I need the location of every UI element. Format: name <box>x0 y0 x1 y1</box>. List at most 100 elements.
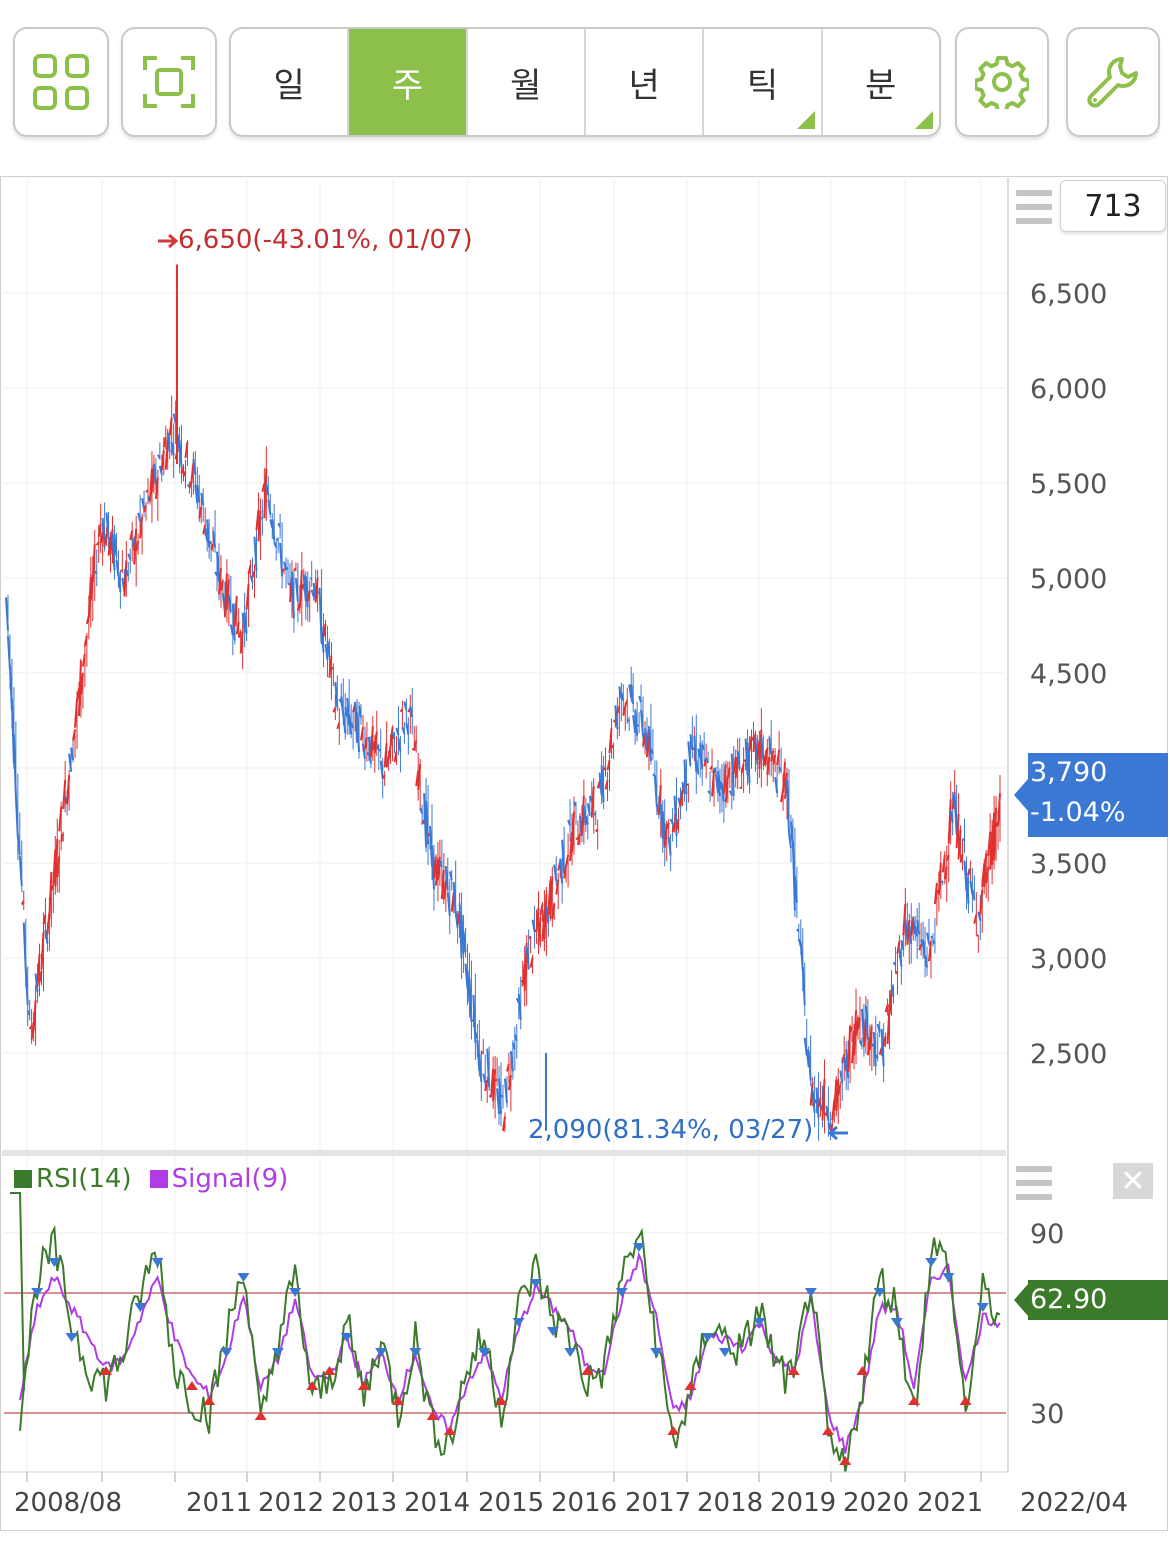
rsi-current-value: 62.90 <box>1030 1284 1108 1315</box>
sell-signal-marker <box>134 1303 147 1312</box>
high-annotation: 6,650(-43.01%, 01/07) <box>158 225 473 255</box>
period-week-tab[interactable]: 주 <box>349 29 468 135</box>
buy-signal-marker <box>787 1366 800 1375</box>
panel-divider[interactable] <box>2 1150 1006 1156</box>
buy-signal-marker <box>254 1411 267 1420</box>
rsi-line <box>19 1224 1001 1472</box>
low-label: 2,090(81.34%, 03/27) <box>528 1115 813 1145</box>
period-year-tab[interactable]: 년 <box>586 29 705 135</box>
period-day-tab[interactable]: 일 <box>231 29 350 135</box>
candle-count-box[interactable]: 713 <box>1060 180 1166 232</box>
y-tick-label: 4,500 <box>1030 659 1107 690</box>
y-tick-label: 3,500 <box>1030 849 1107 880</box>
sell-signal-marker <box>409 1348 422 1357</box>
rsi-legend-label: RSI(14) <box>36 1164 132 1194</box>
wrench-icon <box>1087 57 1138 108</box>
buy-signal-marker <box>908 1396 921 1405</box>
chart-area[interactable] <box>0 176 1168 1531</box>
rsi-panel-menu-icon[interactable] <box>1016 1166 1052 1208</box>
sell-signal-marker <box>650 1348 663 1357</box>
buy-signal-marker <box>684 1381 697 1390</box>
sell-signal-marker <box>478 1348 491 1357</box>
sell-signal-marker <box>48 1258 61 1267</box>
close-rsi-panel-button[interactable]: ✕ <box>1113 1163 1153 1199</box>
price-panel-menu-icon[interactable] <box>1016 190 1052 232</box>
x-tick-label: 2013 <box>331 1488 397 1518</box>
sell-signal-marker <box>271 1348 284 1357</box>
x-tick-label: 2008/08 <box>14 1488 122 1518</box>
buy-signal-marker <box>856 1366 869 1375</box>
period-minute-label: 분 <box>865 65 897 106</box>
x-tick-label: 2020 <box>843 1488 909 1518</box>
sell-signal-marker <box>564 1348 577 1357</box>
period-selector: 일 주 월 년 틱 분 <box>229 27 941 137</box>
sell-signal-marker <box>220 1348 233 1357</box>
rsi-value-tag: 62.90 <box>1014 1280 1168 1320</box>
signal-legend-label: Signal(9) <box>171 1164 289 1194</box>
buy-signal-marker <box>392 1396 405 1405</box>
sell-signal-marker <box>942 1273 955 1282</box>
sell-signal-marker <box>289 1288 302 1297</box>
price-series <box>5 264 1001 1141</box>
buy-signal-marker <box>822 1426 835 1435</box>
buy-signal-marker <box>581 1366 594 1375</box>
sell-signal-marker <box>976 1303 989 1312</box>
sell-signal-marker <box>546 1327 559 1336</box>
buy-signal-marker <box>839 1456 852 1465</box>
period-month-tab[interactable]: 월 <box>468 29 586 135</box>
buy-signal-marker <box>667 1426 680 1435</box>
x-tick-label: 2012 <box>258 1488 324 1518</box>
grid-view-button[interactable] <box>13 27 109 137</box>
buy-signal-marker <box>357 1381 370 1390</box>
high-label: 6,650(-43.01%, 01/07) <box>178 225 473 255</box>
x-tick-label: 2021 <box>917 1488 983 1518</box>
sell-signal-marker <box>890 1318 903 1327</box>
rsi-legend: RSI(14) Signal(9) <box>14 1164 288 1194</box>
rsi-swatch <box>14 1170 32 1188</box>
buy-signal-marker <box>443 1426 456 1435</box>
x-tick-label: 2019 <box>770 1488 836 1518</box>
y-tick-label: 6,000 <box>1030 374 1107 405</box>
rsi-panel <box>4 1192 1006 1472</box>
dropdown-corner-icon <box>914 111 933 129</box>
low-annotation: 2,090(81.34%, 03/27) <box>528 1115 848 1145</box>
x-tick-label: 2016 <box>551 1488 617 1518</box>
current-price: 3,790 <box>1030 757 1108 788</box>
current-change: -1.04% <box>1030 797 1126 828</box>
buy-signal-marker <box>203 1396 216 1405</box>
period-tick-label: 틱 <box>746 65 779 106</box>
buy-signal-marker <box>323 1366 336 1375</box>
sell-signal-marker <box>873 1288 886 1297</box>
buy-signal-marker <box>185 1381 198 1390</box>
sell-signal-marker <box>804 1288 817 1297</box>
period-minute-tab[interactable]: 분 <box>823 29 939 135</box>
x-tick-label: 2014 <box>404 1488 470 1518</box>
sell-signal-marker <box>925 1258 938 1267</box>
sell-signal-marker <box>615 1288 628 1297</box>
x-tick-label: 2017 <box>625 1488 691 1518</box>
gear-icon <box>975 56 1029 109</box>
fullscreen-button[interactable] <box>121 27 217 137</box>
x-tick-label: 2011 <box>186 1488 252 1518</box>
y-tick-label: 3,000 <box>1030 944 1107 975</box>
fullscreen-icon <box>143 56 195 108</box>
buy-signal-marker <box>959 1396 972 1405</box>
period-tick-tab[interactable]: 틱 <box>704 29 823 135</box>
signal-line <box>19 1251 1001 1454</box>
sell-signal-marker <box>632 1243 645 1252</box>
settings-button[interactable] <box>955 27 1049 137</box>
buy-signal-marker <box>426 1411 439 1420</box>
buy-signal-marker <box>495 1396 508 1405</box>
sell-signal-marker <box>753 1318 766 1327</box>
tools-button[interactable] <box>1066 27 1160 137</box>
sell-signal-marker <box>718 1348 731 1357</box>
sell-signal-marker <box>31 1288 44 1297</box>
close-icon: ✕ <box>1120 1163 1146 1199</box>
signal-swatch <box>149 1170 168 1188</box>
sell-signal-marker <box>65 1333 78 1342</box>
x-tick-label: 2022/04 <box>1020 1488 1128 1518</box>
rsi-start-segment <box>10 1192 25 1391</box>
x-tick-label: 2018 <box>697 1488 763 1518</box>
sell-signal-marker <box>375 1348 388 1357</box>
